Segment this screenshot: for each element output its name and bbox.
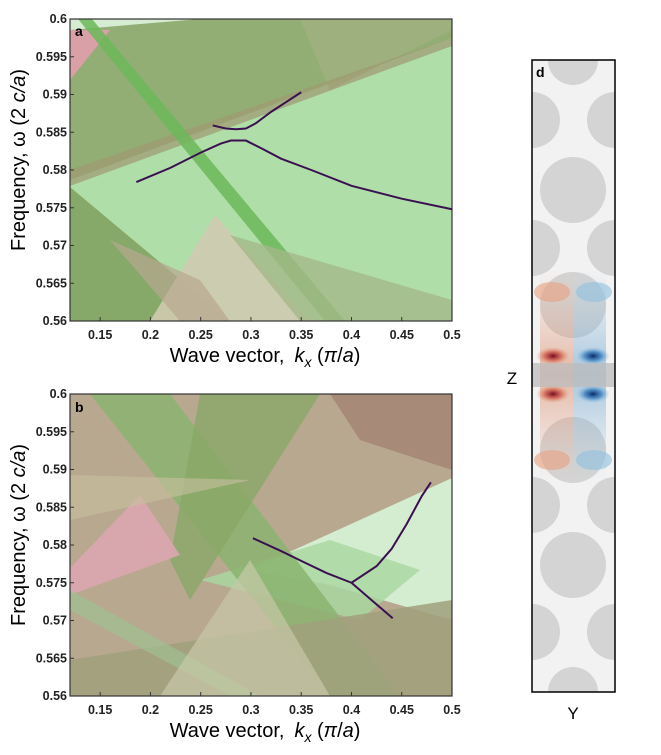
y-tick-label: 0.595 xyxy=(36,425,67,439)
dispersion-curves-a xyxy=(135,91,453,211)
x-tick-label: 0.45 xyxy=(390,703,414,717)
y-axis-label-a: Frequency, ω (2 c/a) xyxy=(8,69,30,251)
field-map-frame xyxy=(531,59,616,693)
x-tick-label: 0.25 xyxy=(189,703,213,717)
panel-label-a: a xyxy=(75,23,83,39)
x-tick-label: 0.35 xyxy=(289,328,313,342)
y-tick-label: 0.57 xyxy=(43,239,67,253)
y-tick-label: 0.585 xyxy=(36,500,67,514)
series-line-branch-left xyxy=(252,537,352,584)
series-line-branch-up xyxy=(350,481,432,584)
x-tick-label: 0.3 xyxy=(242,703,259,717)
panel-b: b 0.15 0.2 0.25 0.3 0.35 0.4 0.45 0.50.560.5650… xyxy=(8,387,461,745)
y-tick-label: 0.59 xyxy=(43,463,67,477)
y-tick-label: 0.56 xyxy=(43,689,67,703)
y-tick-label: 0.56 xyxy=(43,314,67,328)
dispersion-curves-b xyxy=(252,481,432,619)
y-tick-label: 0.565 xyxy=(36,276,67,290)
y-tick-label: 0.585 xyxy=(36,125,67,139)
y-tick-label: 0.575 xyxy=(36,201,67,215)
band-shading-a xyxy=(70,19,452,321)
panel-label-b: b xyxy=(75,399,84,415)
y-tick-label: 0.6 xyxy=(50,387,67,401)
y-tick-label: 0.6 xyxy=(50,12,67,26)
y-tick-label: 0.565 xyxy=(36,651,67,665)
field-map-image xyxy=(532,60,615,692)
y-tick-label: 0.58 xyxy=(43,538,67,552)
x-tick-label: 0.2 xyxy=(142,328,159,342)
x-axis-label-a: Wave vector, kx (π/a) xyxy=(170,345,361,370)
x-tick-label: 0.35 xyxy=(289,703,313,717)
x-tick-label: 0.4 xyxy=(343,703,360,717)
x-tick-label: 0.5 xyxy=(443,328,460,342)
x-tick-label: 0.3 xyxy=(242,328,259,342)
ticks-b: 0.15 0.2 0.25 0.3 0.35 0.4 0.45 0.5 0.56 0.565 0.5… xyxy=(36,387,461,717)
ticks-a: 0.15 0.2 0.25 0.3 0.35 0.4 0.45 0.5 0.56 0.565 0.5… xyxy=(36,12,461,342)
z-axis-label: Z xyxy=(507,369,517,388)
panel-label-d: d xyxy=(536,64,545,80)
series-line-branch-down xyxy=(350,581,394,619)
x-tick-label: 0.15 xyxy=(88,328,112,342)
x-tick-label: 0.25 xyxy=(189,328,213,342)
y-tick-label: 0.595 xyxy=(36,50,67,64)
x-axis-label-b: Wave vector, kx (π/a) xyxy=(170,720,361,745)
x-tick-label: 0.2 xyxy=(142,703,159,717)
x-tick-label: 0.15 xyxy=(88,703,112,717)
y-tick-label: 0.58 xyxy=(43,163,67,177)
series-line-lower xyxy=(135,139,453,211)
y-tick-label: 0.575 xyxy=(36,576,67,590)
series-line-upper xyxy=(212,91,302,131)
panel-d-field-map: d Z Y xyxy=(507,59,616,723)
x-tick-label: 0.45 xyxy=(390,328,414,342)
y-axis-label-b: Frequency, ω (2 c/a) xyxy=(8,444,30,626)
y-tick-label: 0.59 xyxy=(43,88,67,102)
x-tick-label: 0.5 xyxy=(443,703,460,717)
y-axis-label-d: Y xyxy=(567,704,578,723)
band-shading-b xyxy=(70,394,452,696)
panel-a: a 0.15 0.2 0.25 0.3 0.35 0.4 0.45 0.50.560.5650… xyxy=(8,12,461,370)
x-tick-label: 0.4 xyxy=(343,328,360,342)
y-tick-label: 0.57 xyxy=(43,614,67,628)
